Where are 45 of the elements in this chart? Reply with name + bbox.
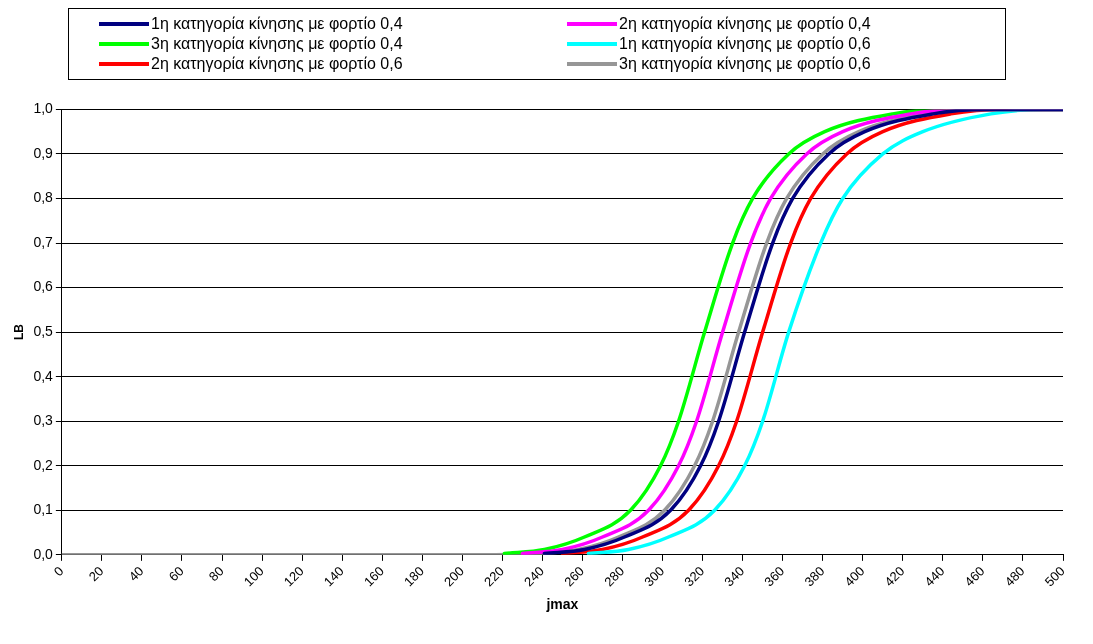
y-tick-label: 1,0: [33, 100, 54, 117]
y-tick-label: 0,9: [33, 144, 54, 161]
x-tick-label: 340: [721, 563, 748, 590]
y-tick-label: 0,8: [33, 189, 54, 206]
x-tick-label: 260: [561, 563, 588, 590]
x-tick-label: 420: [881, 563, 908, 590]
x-tick-label: 300: [641, 563, 668, 590]
x-tick-label: 80: [205, 563, 227, 585]
y-tick-label: 0,3: [33, 412, 54, 429]
x-tick-label: 40: [125, 563, 147, 585]
y-tick-label: 0,2: [33, 456, 54, 473]
legend-label: 1η κατηγορία κίνησης με φορτίο 0,6: [619, 35, 871, 53]
legend-label: 3η κατηγορία κίνησης με φορτίο 0,6: [619, 55, 871, 73]
x-tick-label: 220: [481, 563, 508, 590]
y-tick-label: 0,0: [33, 545, 54, 562]
x-axis-title: jmax: [545, 596, 579, 613]
x-tick-label: 100: [240, 563, 267, 590]
x-tick-label: 0: [50, 563, 67, 580]
y-tick-label: 0,1: [33, 501, 54, 518]
x-tick-label: 440: [921, 563, 948, 590]
y-tick-label: 0,4: [33, 367, 54, 384]
x-tick-label: 480: [1001, 563, 1028, 590]
y-tick-label: 0,7: [33, 233, 54, 250]
legend-label: 3η κατηγορία κίνησης με φορτίο 0,4: [151, 35, 403, 53]
y-tick-label: 0,6: [33, 278, 54, 295]
x-tick-label: 280: [601, 563, 628, 590]
x-tick-label: 120: [280, 563, 307, 590]
x-tick-label: 180: [400, 563, 427, 590]
x-tick-label: 200: [441, 563, 467, 590]
y-tick-label: 0,5: [33, 322, 54, 339]
x-tick-label: 400: [841, 563, 868, 590]
x-tick-label: 320: [681, 563, 708, 590]
x-tick-label: 240: [521, 563, 548, 590]
x-tick-label: 140: [320, 563, 347, 590]
x-tick-label: 60: [165, 563, 187, 585]
legend-label: 2η κατηγορία κίνησης με φορτίο 0,6: [151, 55, 403, 73]
x-tick-label: 500: [1041, 563, 1068, 590]
legend-label: 1η κατηγορία κίνησης με φορτίο 0,4: [151, 15, 403, 33]
y-axis-title: LB: [11, 323, 26, 341]
x-tick-label: 160: [360, 563, 387, 590]
x-tick-label: 460: [961, 563, 988, 590]
x-tick-label: 380: [801, 563, 828, 590]
legend-label: 2η κατηγορία κίνησης με φορτίο 0,4: [619, 15, 871, 33]
x-tick-label: 20: [85, 563, 107, 585]
x-tick-label: 360: [761, 563, 788, 590]
